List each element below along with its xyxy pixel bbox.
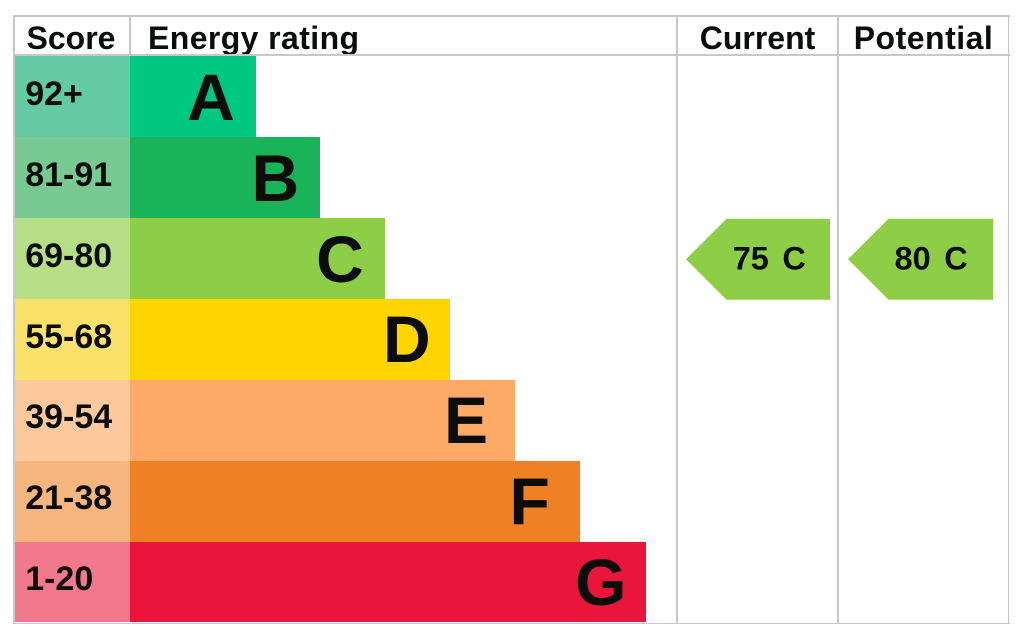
svg-text:75 C: 75 C — [733, 240, 806, 276]
svg-text:80 C: 80 C — [895, 240, 968, 276]
